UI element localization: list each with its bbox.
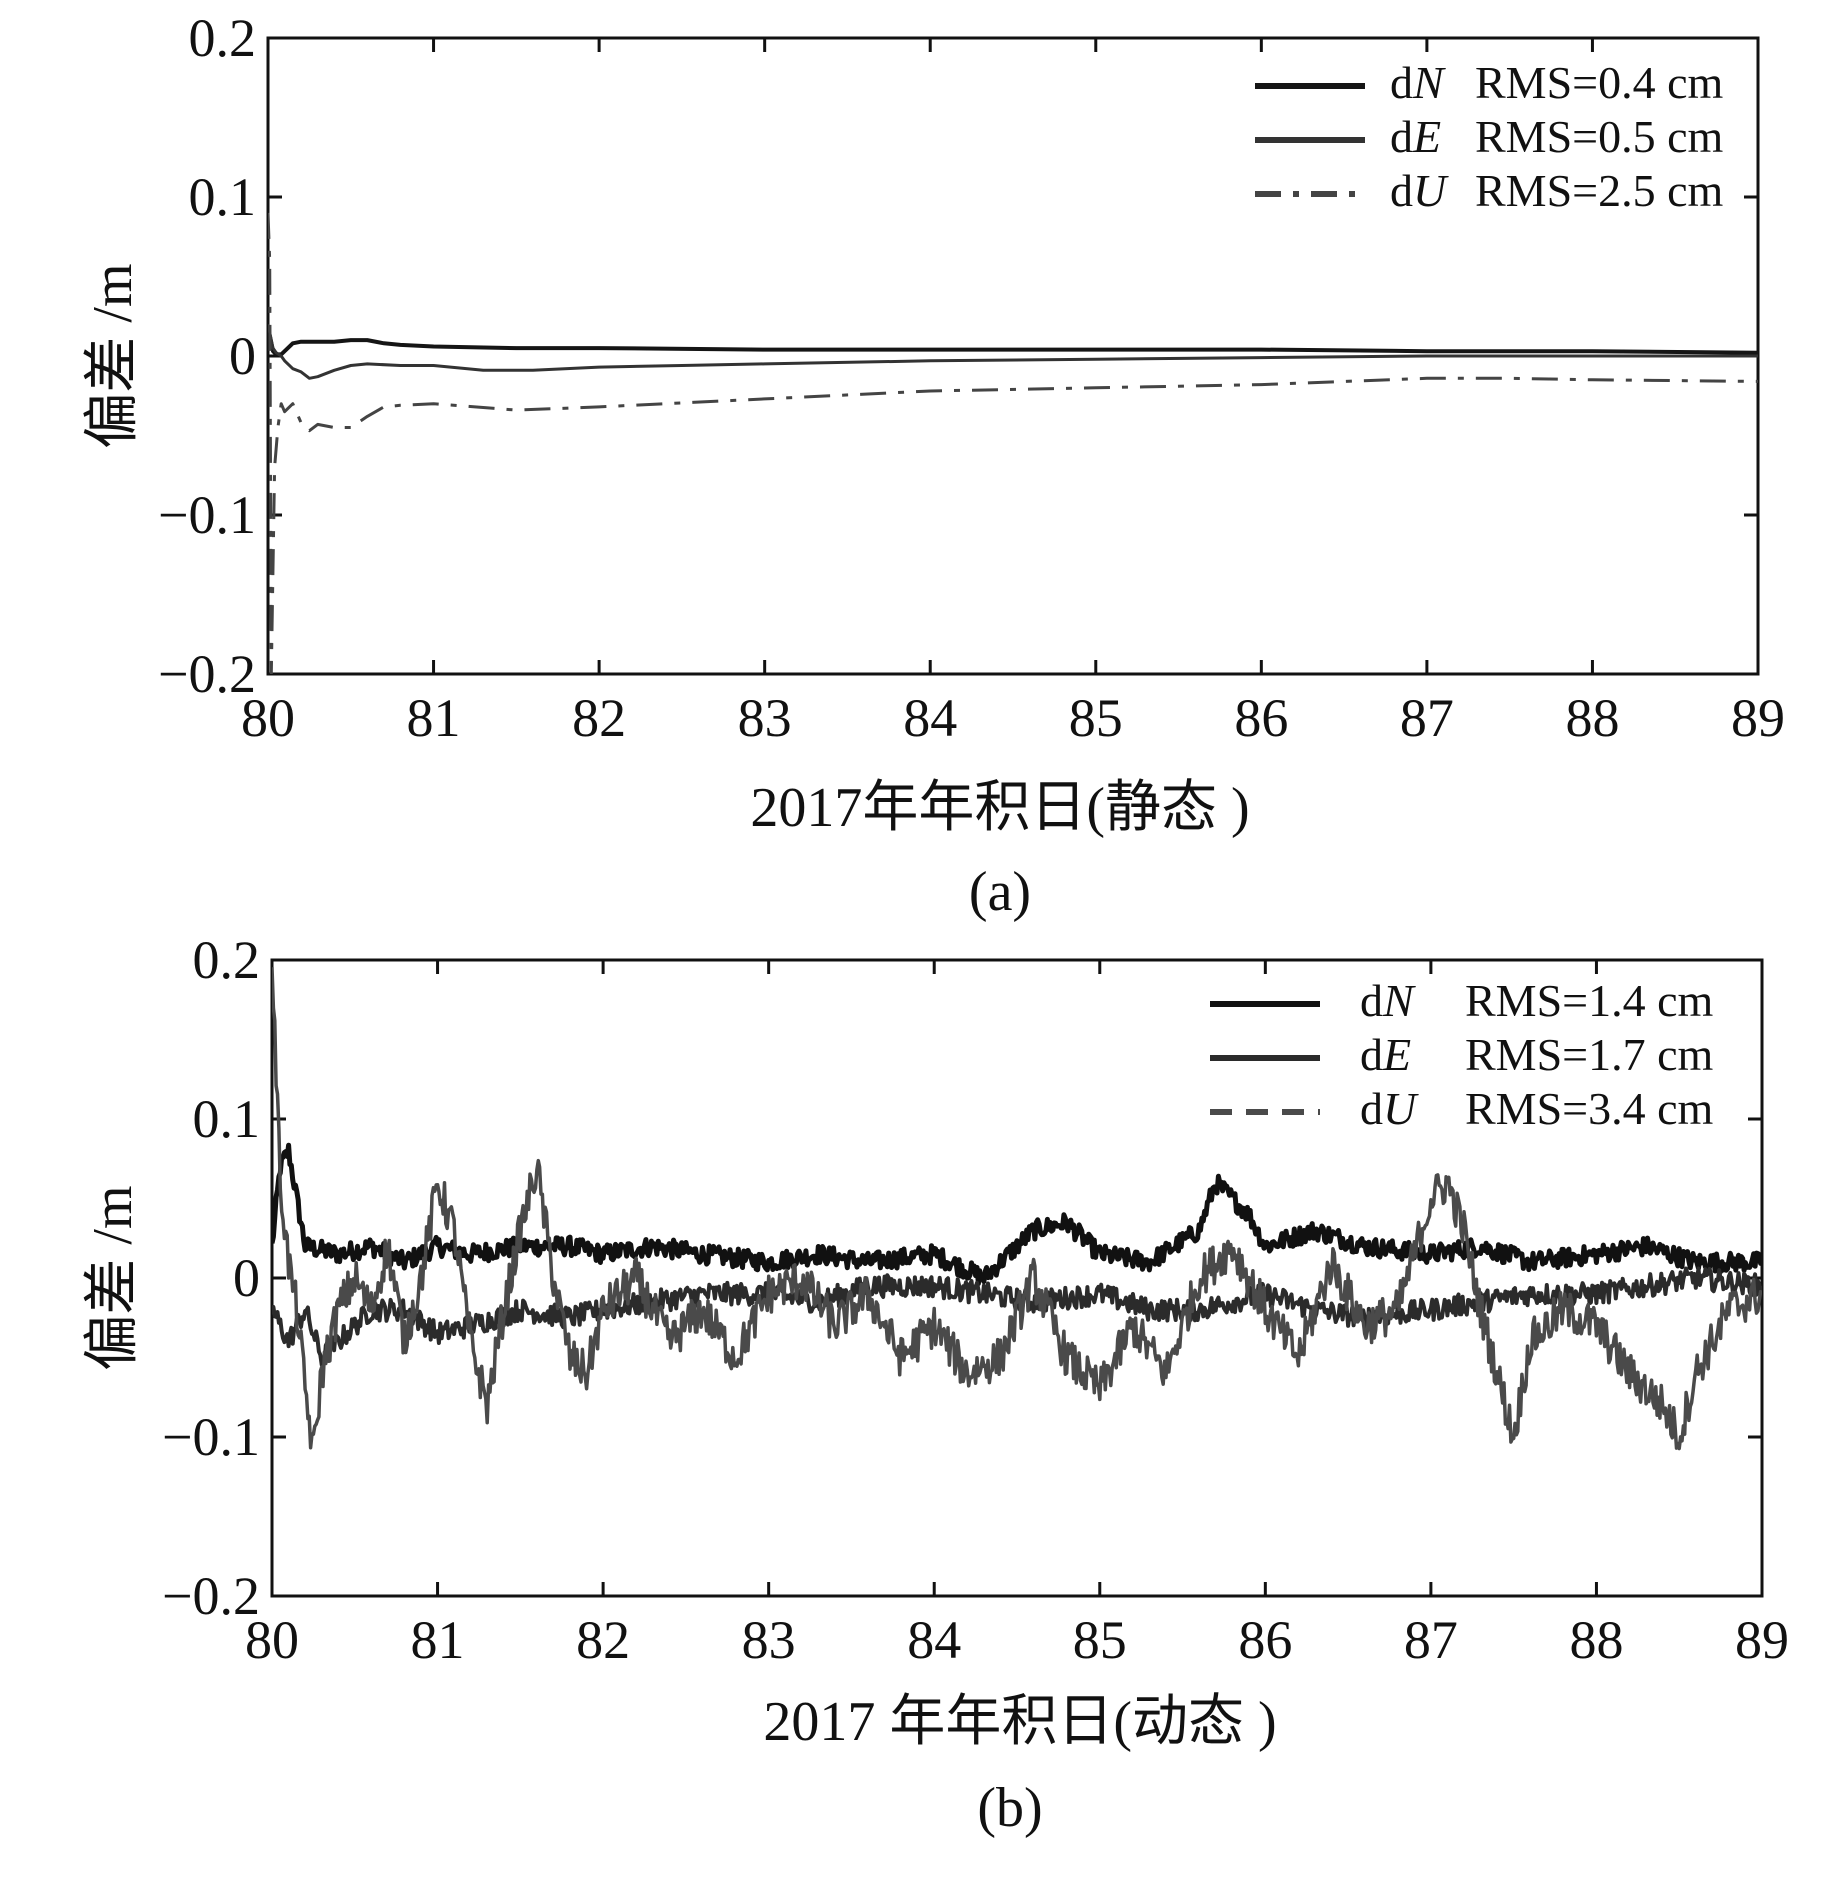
legend-label-dN: dN bbox=[1360, 975, 1416, 1026]
legend-label-dE: dE bbox=[1360, 1029, 1411, 1080]
series-line-dU bbox=[268, 212, 1758, 674]
x-tick-label: 88 bbox=[1569, 1610, 1623, 1670]
legend: dN RMS=1.4 cm dE RMS=1.7 cm dU RMS=3.4 cm bbox=[1210, 975, 1714, 1134]
y-tick-labels: 0.2 0.1 0 −0.1 −0.2 bbox=[162, 930, 260, 1626]
x-tick-label: 81 bbox=[407, 688, 461, 748]
series-line-dN bbox=[268, 326, 1758, 357]
tick-marks bbox=[266, 36, 1760, 676]
y-axis-label: 偏差 /m bbox=[82, 1185, 144, 1370]
y-tick-label: 0 bbox=[233, 1248, 260, 1308]
caption: (b) bbox=[977, 1777, 1042, 1839]
y-tick-label: 0 bbox=[229, 326, 256, 386]
x-tick-labels: 80 81 82 83 84 85 86 87 88 89 bbox=[245, 1610, 1789, 1670]
legend-rms-dN: RMS=1.4 cm bbox=[1465, 975, 1714, 1026]
x-tick-label: 84 bbox=[903, 688, 957, 748]
legend-label-dE: dE bbox=[1390, 111, 1441, 162]
x-tick-label: 84 bbox=[907, 1610, 961, 1670]
y-tick-label: 0.1 bbox=[193, 1089, 261, 1149]
x-tick-label: 85 bbox=[1069, 688, 1123, 748]
x-tick-label: 82 bbox=[576, 1610, 630, 1670]
x-tick-label: 87 bbox=[1404, 1610, 1458, 1670]
x-tick-label: 88 bbox=[1565, 688, 1619, 748]
x-tick-label: 83 bbox=[742, 1610, 796, 1670]
chart-panel-b: 0.2 0.1 0 −0.1 −0.2 80 81 82 83 84 85 86 87 88 89 dN R… bbox=[82, 930, 1789, 1839]
x-tick-label: 80 bbox=[241, 688, 295, 748]
x-tick-label: 82 bbox=[572, 688, 626, 748]
y-tick-label: 0.1 bbox=[189, 167, 257, 227]
series-line-dE bbox=[268, 323, 1758, 380]
legend-rms-dU: RMS=2.5 cm bbox=[1475, 165, 1724, 216]
series-group bbox=[268, 212, 1758, 674]
y-axis-label: 偏差 /m bbox=[82, 263, 144, 448]
x-tick-label: 83 bbox=[738, 688, 792, 748]
y-tick-label: 0.2 bbox=[189, 8, 257, 68]
x-tick-label: 86 bbox=[1234, 688, 1288, 748]
legend-label-dN: dN bbox=[1390, 57, 1446, 108]
caption: (a) bbox=[969, 861, 1031, 923]
series-line-dN bbox=[272, 1142, 1762, 1286]
x-tick-label: 87 bbox=[1400, 688, 1454, 748]
legend-rms-dN: RMS=0.4 cm bbox=[1475, 57, 1724, 108]
legend-rms-dE: RMS=0.5 cm bbox=[1475, 111, 1724, 162]
x-tick-label: 81 bbox=[411, 1610, 465, 1670]
series-line-dU bbox=[272, 967, 1762, 1451]
legend-rms-dE: RMS=1.7 cm bbox=[1465, 1029, 1714, 1080]
series-line-dE bbox=[272, 1266, 1762, 1367]
x-tick-label: 89 bbox=[1735, 1610, 1789, 1670]
y-tick-label: −0.2 bbox=[162, 1566, 260, 1626]
x-tick-label: 80 bbox=[245, 1610, 299, 1670]
y-tick-label: −0.1 bbox=[158, 485, 256, 545]
series-group bbox=[272, 967, 1762, 1451]
x-tick-labels: 80 81 82 83 84 85 86 87 88 89 bbox=[241, 688, 1785, 748]
legend-rms-dU: RMS=3.4 cm bbox=[1465, 1083, 1714, 1134]
x-axis-label: 2017年年积日(静态 ) bbox=[750, 777, 1249, 839]
legend-label-dU: dU bbox=[1360, 1083, 1419, 1134]
legend-label-dU: dU bbox=[1390, 165, 1449, 216]
y-tick-labels: 0.2 0.1 0 −0.1 −0.2 bbox=[158, 8, 256, 704]
chart-panel-a: 0.2 0.1 0 −0.1 −0.2 80 81 82 83 84 85 86 87 88 89 dN R… bbox=[82, 8, 1785, 923]
x-tick-label: 86 bbox=[1238, 1610, 1292, 1670]
y-tick-label: 0.2 bbox=[193, 930, 261, 990]
legend: dN RMS=0.4 cm dE RMS=0.5 cm dU RMS=2.5 cm bbox=[1255, 57, 1724, 216]
y-tick-label: −0.2 bbox=[158, 644, 256, 704]
x-tick-label: 85 bbox=[1073, 1610, 1127, 1670]
x-tick-label: 89 bbox=[1731, 688, 1785, 748]
x-axis-label: 2017 年年积日(动态 ) bbox=[763, 1691, 1276, 1753]
y-tick-label: −0.1 bbox=[162, 1407, 260, 1467]
